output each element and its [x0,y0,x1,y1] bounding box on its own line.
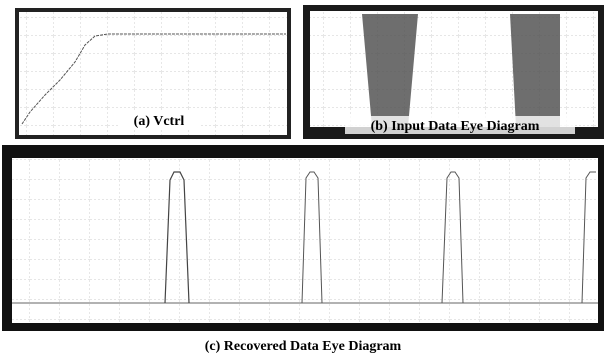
eye-crossing [510,14,560,127]
caption: (b) Input Data Eye Diagram [371,119,540,134]
panel-a: (a) Vctrl [15,8,291,139]
caption: (c) Recovered Data Eye Diagram [205,339,402,354]
figure: (a) Vctrl (b) Input Data Eye Diagram (c)… [0,0,606,358]
caption: (a) Vctrl [134,114,185,129]
figure-canvas: (a) Vctrl (b) Input Data Eye Diagram (c)… [0,0,606,358]
panel-b: (b) Input Data Eye Diagram [303,5,604,139]
panel-c [2,145,604,331]
grid [12,158,598,323]
